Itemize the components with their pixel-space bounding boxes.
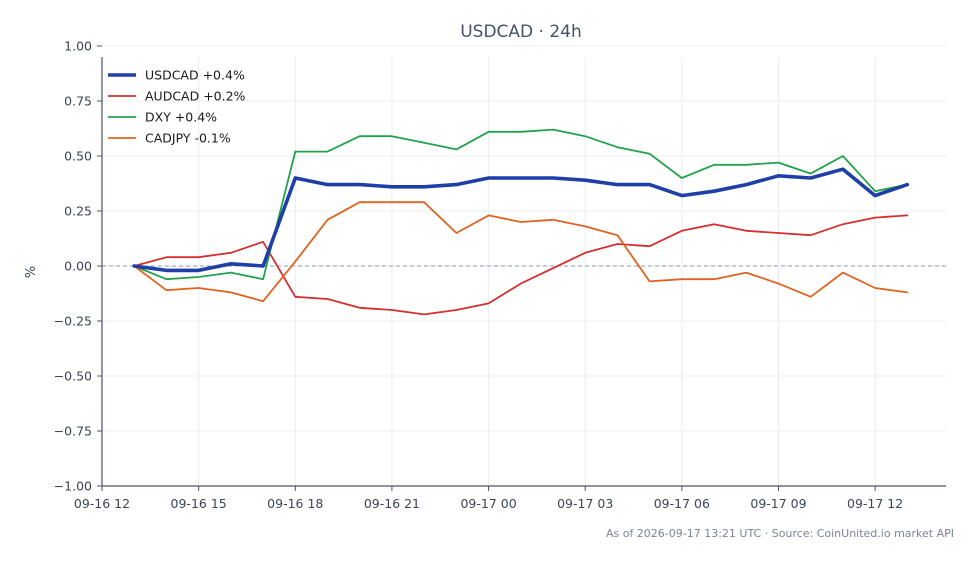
y-tick-label: −1.00	[54, 479, 92, 494]
y-tick-label: 0.00	[64, 259, 92, 274]
series-line-usdcad	[132, 167, 910, 273]
x-tick-label: 09-16 15	[171, 496, 227, 511]
y-axis-label: %	[24, 266, 39, 278]
legend: USDCAD +0.4% AUDCAD +0.2% DXY +0.4% CADJPY …	[108, 68, 246, 146]
x-tick-label: 09-16 12	[74, 496, 130, 511]
y-tick-label: 0.50	[64, 149, 92, 164]
x-tick-label: 09-17 12	[847, 496, 903, 511]
series-lines	[132, 128, 910, 316]
series-line-cadjpy	[133, 201, 909, 303]
legend-entry: AUDCAD +0.2%	[145, 89, 246, 104]
x-tick-label: 09-17 00	[460, 496, 516, 511]
legend-entry: USDCAD +0.4%	[145, 68, 245, 83]
y-tick-label: 1.00	[64, 39, 92, 54]
grid	[101, 45, 946, 487]
axes: 1.00 0.75 0.50 0.25 0.00 −0.25 −0.50 −0.75 −1.00…	[54, 39, 946, 511]
x-tick-label: 09-17 06	[654, 496, 710, 511]
source-footer: As of 2026-09-17 13:21 UTC · Source: Coi…	[606, 527, 954, 540]
series-line-audcad	[133, 214, 909, 316]
x-tick-label: 09-17 03	[557, 496, 613, 511]
y-tick-label: −0.75	[54, 424, 92, 439]
series-line-dxy	[133, 128, 909, 281]
y-tick-label: −0.25	[54, 314, 92, 329]
chart-title: USDCAD · 24h	[460, 22, 582, 42]
y-tick-label: −0.50	[54, 369, 92, 384]
x-tick-label: 09-16 18	[267, 496, 323, 511]
legend-entry: DXY +0.4%	[145, 110, 217, 125]
y-tick-label: 0.25	[64, 204, 92, 219]
x-tick-label: 09-17 09	[750, 496, 806, 511]
y-tick-label: 0.75	[64, 94, 92, 109]
legend-entry: CADJPY -0.1%	[145, 131, 231, 146]
x-tick-label: 09-16 21	[364, 496, 420, 511]
